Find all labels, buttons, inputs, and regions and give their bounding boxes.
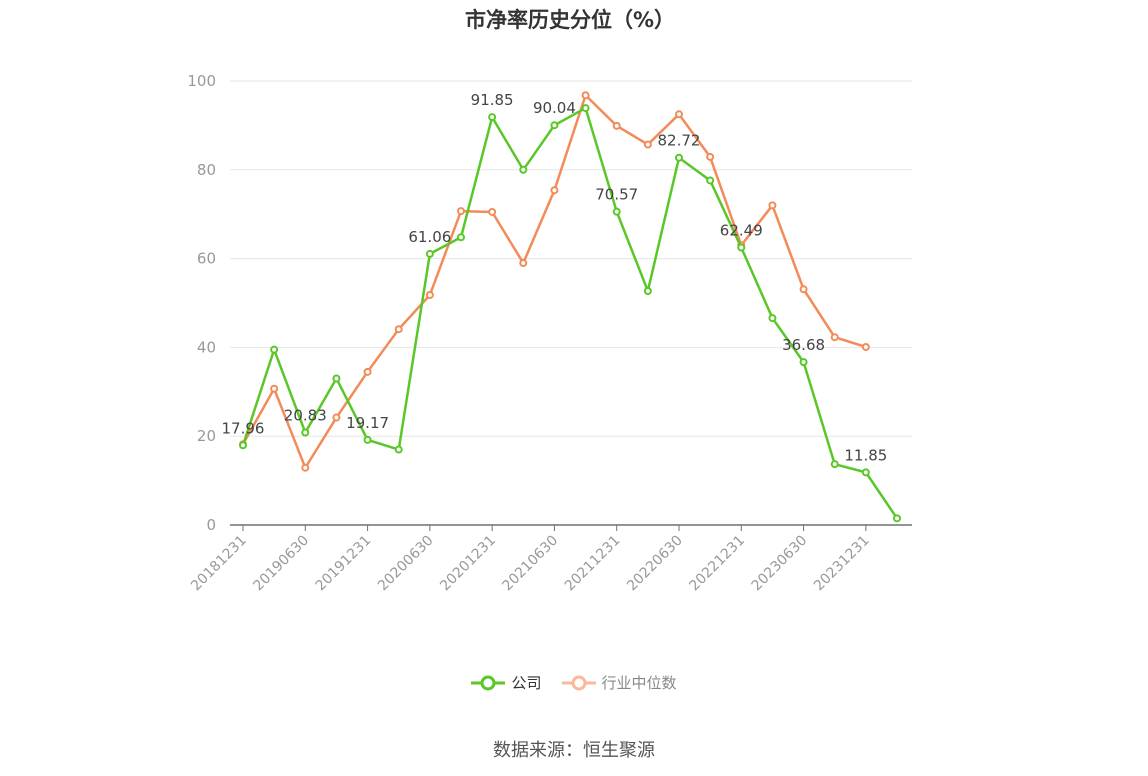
- legend-label-industry: 行业中位数: [601, 674, 677, 692]
- y-tick-label: 60: [197, 250, 216, 268]
- source-note: 数据来源：恒生聚源: [493, 740, 655, 761]
- y-tick-label: 40: [197, 338, 216, 356]
- data-label: 91.85: [471, 91, 514, 109]
- legend: 公司 行业中位数: [0, 672, 1148, 693]
- y-tick-label: 80: [197, 161, 216, 179]
- y-tick-label: 0: [206, 516, 216, 534]
- data-label: 90.04: [533, 99, 576, 117]
- y-tick-label: 20: [197, 427, 216, 445]
- data-labels: 17.96 20.83 19.17 61.06 91.85 90.04 70.57 82.72…: [222, 91, 888, 464]
- data-point-company[interactable]: [425, 249, 434, 258]
- x-tick-label: 20221231: [686, 533, 748, 595]
- data-label: 62.49: [720, 222, 763, 240]
- data-point-industry[interactable]: [394, 325, 403, 334]
- data-label: 70.57: [595, 186, 638, 204]
- legend-item-company[interactable]: 公司: [471, 672, 542, 693]
- data-point-company[interactable]: [581, 104, 590, 113]
- x-tick-label: 20201231: [437, 533, 499, 595]
- data-point-company[interactable]: [519, 165, 528, 174]
- x-tick-label: 20181231: [188, 533, 250, 595]
- legend-label-company: 公司: [511, 674, 542, 692]
- data-point-company[interactable]: [861, 468, 870, 477]
- series-line-company: [241, 106, 899, 520]
- x-tick-label: 20210630: [500, 533, 562, 595]
- legend-item-industry[interactable]: 行业中位数: [561, 672, 677, 693]
- x-tick-label: 20211231: [562, 533, 624, 595]
- x-tick-label: 20191231: [313, 533, 375, 595]
- data-point-industry[interactable]: [643, 140, 652, 149]
- data-point-industry[interactable]: [301, 463, 310, 472]
- data-point-company[interactable]: [394, 445, 403, 454]
- series-line-industry: [241, 93, 867, 469]
- data-label: 17.96: [222, 419, 265, 437]
- data-point-industry[interactable]: [332, 413, 341, 422]
- x-tick-label: 20230630: [749, 533, 811, 595]
- legend-marker-company-icon: [471, 675, 506, 690]
- data-point-company[interactable]: [893, 514, 901, 523]
- data-point-industry[interactable]: [612, 121, 621, 130]
- x-tick-label: 20190630: [250, 533, 312, 595]
- data-point-industry[interactable]: [550, 186, 559, 195]
- data-point-industry[interactable]: [830, 333, 839, 342]
- data-point-industry[interactable]: [799, 285, 808, 294]
- data-point-company[interactable]: [799, 358, 808, 367]
- data-point-company[interactable]: [239, 441, 247, 450]
- series: [239, 91, 901, 523]
- x-tick-label: 20200630: [375, 533, 437, 595]
- chart-title: 市净率历史分位（%）: [464, 8, 676, 32]
- data-point-industry[interactable]: [363, 367, 372, 376]
- data-point-industry[interactable]: [425, 291, 434, 300]
- data-point-company[interactable]: [363, 435, 372, 444]
- data-point-industry[interactable]: [457, 207, 465, 216]
- data-label: 61.06: [408, 228, 451, 246]
- data-point-company[interactable]: [550, 121, 559, 130]
- data-point-company[interactable]: [270, 345, 279, 354]
- data-point-company[interactable]: [768, 314, 777, 323]
- y-tick-label: 100: [187, 72, 216, 90]
- data-point-industry[interactable]: [706, 152, 715, 161]
- data-point-company[interactable]: [830, 460, 839, 469]
- data-point-company[interactable]: [612, 207, 621, 216]
- gridlines: [230, 80, 912, 437]
- data-point-company[interactable]: [643, 287, 652, 296]
- x-tick-label: 20220630: [624, 533, 686, 595]
- data-point-industry[interactable]: [270, 384, 279, 393]
- data-point-industry[interactable]: [768, 201, 777, 210]
- data-label: 11.85: [844, 446, 887, 464]
- data-point-industry[interactable]: [675, 110, 683, 119]
- data-point-industry[interactable]: [519, 259, 528, 268]
- data-label: 82.72: [658, 132, 701, 150]
- data-point-company[interactable]: [488, 113, 497, 122]
- data-point-industry[interactable]: [581, 91, 590, 100]
- data-point-company[interactable]: [457, 233, 465, 242]
- x-tick-label: 20231231: [811, 533, 873, 595]
- data-point-company[interactable]: [675, 153, 683, 162]
- data-point-company[interactable]: [737, 243, 746, 252]
- data-point-company[interactable]: [332, 374, 341, 383]
- legend-marker-industry-icon: [561, 675, 596, 690]
- data-label: 19.17: [346, 414, 389, 432]
- data-point-industry[interactable]: [861, 342, 870, 351]
- data-point-industry[interactable]: [488, 207, 497, 216]
- data-label: 20.83: [284, 407, 327, 425]
- data-point-company[interactable]: [706, 176, 715, 185]
- data-label: 36.68: [782, 336, 825, 354]
- data-point-company[interactable]: [301, 428, 310, 437]
